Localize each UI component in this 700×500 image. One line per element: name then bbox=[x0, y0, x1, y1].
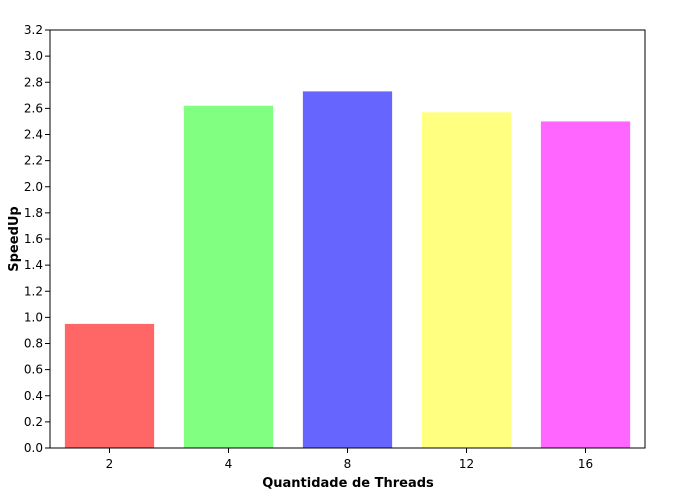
bar-threads-2 bbox=[64, 323, 155, 448]
y-tick-label: 0.8 bbox=[24, 337, 43, 351]
x-tick-label: 4 bbox=[225, 457, 233, 471]
x-axis-title: Quantidade de Threads bbox=[262, 476, 434, 491]
bars-group bbox=[64, 91, 631, 449]
y-tick-label: 2.6 bbox=[24, 101, 43, 115]
bar-threads-4 bbox=[183, 105, 274, 448]
y-tick-label: 1.4 bbox=[24, 258, 43, 272]
y-tick-label: 2.0 bbox=[24, 180, 43, 194]
x-axis: 2 4 8 12 16 bbox=[106, 448, 593, 471]
y-tick-label: 0.2 bbox=[24, 415, 43, 429]
y-tick-label: 1.0 bbox=[24, 310, 43, 324]
x-tick-label: 8 bbox=[344, 457, 352, 471]
y-tick-label: 3.0 bbox=[24, 49, 43, 63]
y-tick-label: 3.2 bbox=[24, 23, 43, 37]
x-tick-label: 2 bbox=[106, 457, 114, 471]
y-tick-label: 0.0 bbox=[24, 441, 43, 455]
y-tick-label: 2.4 bbox=[24, 128, 43, 142]
bar-threads-8 bbox=[302, 91, 393, 449]
y-axis-title: SpeedUp bbox=[7, 206, 22, 271]
bar-threads-12 bbox=[421, 112, 512, 448]
y-tick-label: 1.6 bbox=[24, 232, 43, 246]
y-axis: 0.0 0.2 0.4 0.6 0.8 1.0 1.2 1.4 1.6 1.8 2.0 2.2 2.4 2… bbox=[24, 23, 50, 455]
y-tick-label: 0.4 bbox=[24, 389, 43, 403]
y-tick-label: 0.6 bbox=[24, 363, 43, 377]
y-tick-label: 2.8 bbox=[24, 75, 43, 89]
y-tick-label: 1.2 bbox=[24, 284, 43, 298]
y-tick-label: 2.2 bbox=[24, 154, 43, 168]
y-tick-label: 1.8 bbox=[24, 206, 43, 220]
x-tick-label: 12 bbox=[459, 457, 474, 471]
x-tick-label: 16 bbox=[578, 457, 593, 471]
bar-threads-16 bbox=[540, 121, 631, 448]
